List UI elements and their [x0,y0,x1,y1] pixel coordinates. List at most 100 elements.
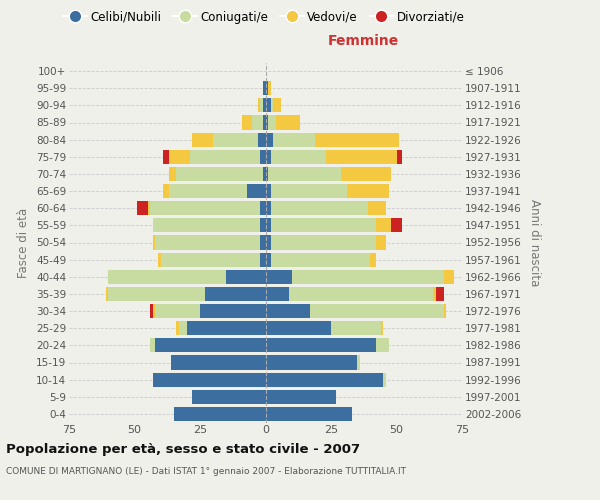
Bar [391,218,402,232]
Bar [190,150,260,164]
Bar [276,116,299,130]
Bar [376,338,389,352]
Bar [265,372,383,386]
Bar [383,372,386,386]
Bar [274,98,281,112]
Bar [226,270,265,284]
Bar [150,304,153,318]
Bar [376,236,386,250]
Bar [271,184,347,198]
Bar [257,98,260,112]
Bar [106,287,108,301]
Bar [263,98,265,112]
Bar [155,304,200,318]
Bar [357,356,360,370]
Bar [310,304,443,318]
Legend: Celibi/Nubili, Coniugati/e, Vedovi/e, Divorziati/e: Celibi/Nubili, Coniugati/e, Vedovi/e, Di… [59,6,469,28]
Bar [381,321,383,335]
Bar [265,167,268,181]
Bar [443,304,446,318]
Bar [187,321,265,335]
Bar [271,98,274,112]
Bar [155,338,265,352]
Bar [169,184,247,198]
Bar [260,218,265,232]
Bar [265,184,271,198]
Text: COMUNE DI MARTIGNANO (LE) - Dati ISTAT 1° gennaio 2007 - Elaborazione TUTTITALIA: COMUNE DI MARTIGNANO (LE) - Dati ISTAT 1… [6,468,406,476]
Bar [268,116,276,130]
Bar [368,201,386,215]
Text: Femmine: Femmine [328,34,400,48]
Bar [265,236,271,250]
Bar [265,116,268,130]
Y-axis label: Fasce di età: Fasce di età [17,208,31,278]
Bar [192,390,265,404]
Bar [265,81,268,95]
Bar [260,252,265,266]
Bar [257,132,265,146]
Bar [260,150,265,164]
Bar [200,304,265,318]
Bar [271,236,376,250]
Bar [137,201,148,215]
Bar [274,132,315,146]
Bar [265,356,357,370]
Bar [150,338,155,352]
Bar [271,201,368,215]
Bar [213,132,257,146]
Bar [179,321,187,335]
Bar [326,150,397,164]
Bar [176,321,179,335]
Bar [265,321,331,335]
Bar [347,184,389,198]
Bar [176,167,263,181]
Bar [265,390,336,404]
Bar [205,287,265,301]
Bar [265,98,271,112]
Bar [260,236,265,250]
Bar [265,201,271,215]
Bar [268,167,341,181]
Bar [271,150,326,164]
Bar [268,81,271,95]
Bar [271,218,376,232]
Bar [443,270,454,284]
Y-axis label: Anni di nascita: Anni di nascita [528,199,541,286]
Bar [265,270,292,284]
Bar [265,252,271,266]
Bar [153,304,155,318]
Bar [397,150,402,164]
Bar [171,356,265,370]
Bar [163,150,169,164]
Bar [108,270,226,284]
Bar [192,132,213,146]
Bar [169,167,176,181]
Bar [265,218,271,232]
Bar [158,252,161,266]
Bar [433,287,436,301]
Bar [242,116,253,130]
Text: Popolazione per età, sesso e stato civile - 2007: Popolazione per età, sesso e stato civil… [6,442,360,456]
Bar [155,236,260,250]
Bar [153,236,155,250]
Bar [263,116,265,130]
Bar [169,150,190,164]
Bar [265,150,271,164]
Bar [341,167,391,181]
Bar [265,338,376,352]
Bar [265,304,310,318]
Bar [247,184,265,198]
Bar [263,167,265,181]
Bar [260,98,263,112]
Bar [370,252,376,266]
Bar [271,252,370,266]
Bar [289,287,433,301]
Bar [153,372,265,386]
Bar [163,184,169,198]
Bar [148,201,150,215]
Bar [153,218,260,232]
Bar [331,321,381,335]
Bar [265,407,352,421]
Bar [260,201,265,215]
Bar [292,270,443,284]
